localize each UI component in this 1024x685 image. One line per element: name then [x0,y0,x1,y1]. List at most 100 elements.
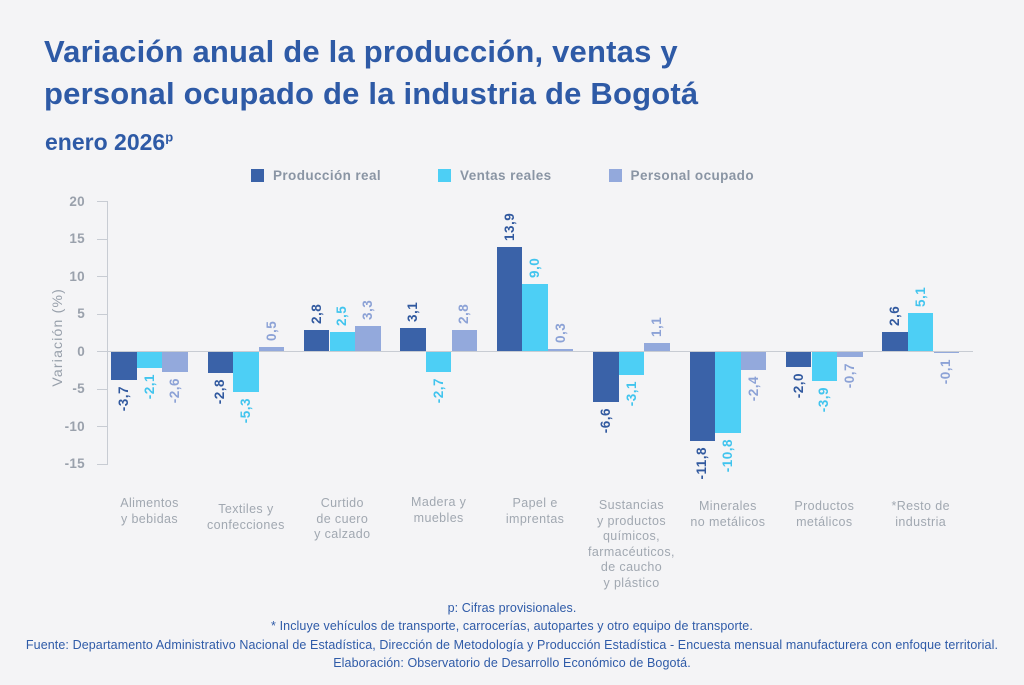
bar-value-label: -3,7 [115,385,131,412]
legend-label-personal-ocupado: Personal ocupado [630,168,754,183]
bar-value-label: -2,8 [212,379,228,405]
bar-ventas-reales-0 [136,352,163,368]
legend-item-produccion-real: Producción real [251,168,381,183]
bar-value-label: -2,1 [141,373,157,400]
bar-value-label: 2,6 [887,305,903,326]
legend-label-ventas-reales: Ventas reales [460,168,552,183]
category-label: Alimentos y bebidas [120,496,179,526]
legend-item-personal-ocupado: Personal ocupado [608,168,754,183]
bar-value-label: 2,8 [308,303,324,324]
bar-personal-ocupado-7 [837,352,863,358]
bar-ventas-reales-4 [522,283,548,351]
bar-personal-ocupado-3 [451,330,478,351]
bar-value-label: -2,7 [430,378,446,404]
category-label: Minerales no metálicos [690,499,766,529]
y-tick-mark [97,388,107,390]
bar-producción-real-0 [111,352,137,380]
page-title: Variación anual de la producción, ventas… [44,31,698,115]
bar-value-label: 13,9 [501,212,517,241]
y-tick-mark [97,426,107,427]
subtitle-text: enero 2026 [45,129,166,155]
category-label: Sustancias y productos químicos, farmacé… [588,498,675,590]
bar-value-label: 3,3 [359,299,375,321]
bar-producción-real-1 [207,352,234,373]
bar-producción-real-8 [882,331,908,351]
bar-personal-ocupado-2 [355,326,381,351]
bar-value-label: 1,1 [649,316,665,337]
legend-swatch-ventas-reales-icon [438,169,452,182]
y-tick-mark [97,463,107,465]
bar-value-label: -3,1 [623,381,639,407]
y-tick-label: 20 [69,193,85,209]
title-line-1: Variación anual de la producción, ventas… [44,34,678,69]
bar-producción-real-6 [689,352,716,441]
bar-ventas-reales-6 [715,352,741,433]
bar-value-label: -10,8 [719,439,735,473]
bar-value-label: -0,1 [938,359,954,385]
bar-value-label: -6,6 [597,407,613,433]
bar-producción-real-5 [593,352,619,402]
y-tick-mark [97,313,107,315]
category-label: *Resto de industria [891,499,950,529]
bar-value-label: 2,8 [456,303,472,324]
bar-ventas-reales-2 [329,332,356,351]
bar-value-label: -2,4 [745,376,761,402]
bar-personal-ocupado-8 [933,352,960,353]
bar-value-label: -2,0 [790,373,806,399]
category-label: Productos metálicos [794,499,855,529]
chart-subtitle: enero 2026p [45,129,173,156]
y-tick-label: -15 [64,456,85,471]
legend-label-produccion-real: Producción real [273,168,382,183]
legend-swatch-personal-ocupado-icon [608,169,622,182]
footnote-provisional: p: Cifras provisionales. [447,601,577,615]
category-label: Curtido de cuero y calzado [314,496,371,541]
bar-value-label: -11,8 [694,446,710,480]
category-label: Textiles y confecciones [207,502,285,532]
bar-value-label: -5,3 [237,397,253,424]
y-tick-mark [97,351,107,352]
subtitle-superscript: p [165,129,174,145]
y-tick-label: -5 [72,381,85,396]
bar-value-label: -2,6 [167,377,183,403]
bar-value-label: 3,1 [405,301,421,322]
bar-personal-ocupado-1 [258,347,285,351]
legend-swatch-produccion-real-icon [251,169,264,182]
bar-value-label: -3,9 [816,387,832,413]
bar-personal-ocupado-5 [644,342,670,351]
bar-value-label: 0,3 [552,322,568,343]
y-tick-label: 0 [77,343,85,359]
bar-producción-real-4 [496,246,523,351]
bar-value-label: 2,5 [334,305,350,327]
y-axis-title: Variación (%) [49,288,65,387]
y-tick-label: 15 [69,231,85,246]
bar-value-label: -0,7 [841,363,857,389]
bar-value-label: 0,5 [263,320,279,342]
bar-producción-real-2 [303,330,330,351]
y-axis-line [107,201,108,465]
bar-ventas-reales-1 [233,352,259,392]
category-label: Madera y muebles [411,495,467,525]
footnote-elaboration: Elaboración: Observatorio de Desarrollo … [333,656,691,671]
category-label: Papel e imprentas [505,496,565,526]
y-tick-mark [97,201,107,202]
bar-ventas-reales-5 [618,352,645,376]
bar-personal-ocupado-4 [547,348,574,351]
bar-producción-real-3 [400,327,426,351]
bar-ventas-reales-8 [907,312,934,351]
y-tick-mark [97,276,107,277]
bar-value-label: 5,1 [912,286,928,307]
title-line-2: personal ocupado de la industria de Bogo… [44,76,699,111]
y-tick-label: 10 [69,268,85,284]
footnote-source: Fuente: Departamento Administrativo Naci… [25,637,999,652]
y-tick-label: -10 [64,418,85,434]
bar-value-label: 9,0 [527,257,543,278]
bar-ventas-reales-7 [811,352,838,382]
y-tick-mark [97,238,107,240]
zero-baseline [107,351,973,352]
footnote-asterisk: * Incluye vehículos de transporte, carro… [271,619,753,634]
legend-item-ventas-reales: Ventas reales [438,168,552,183]
bar-personal-ocupado-0 [162,352,188,372]
bar-personal-ocupado-6 [740,352,767,370]
